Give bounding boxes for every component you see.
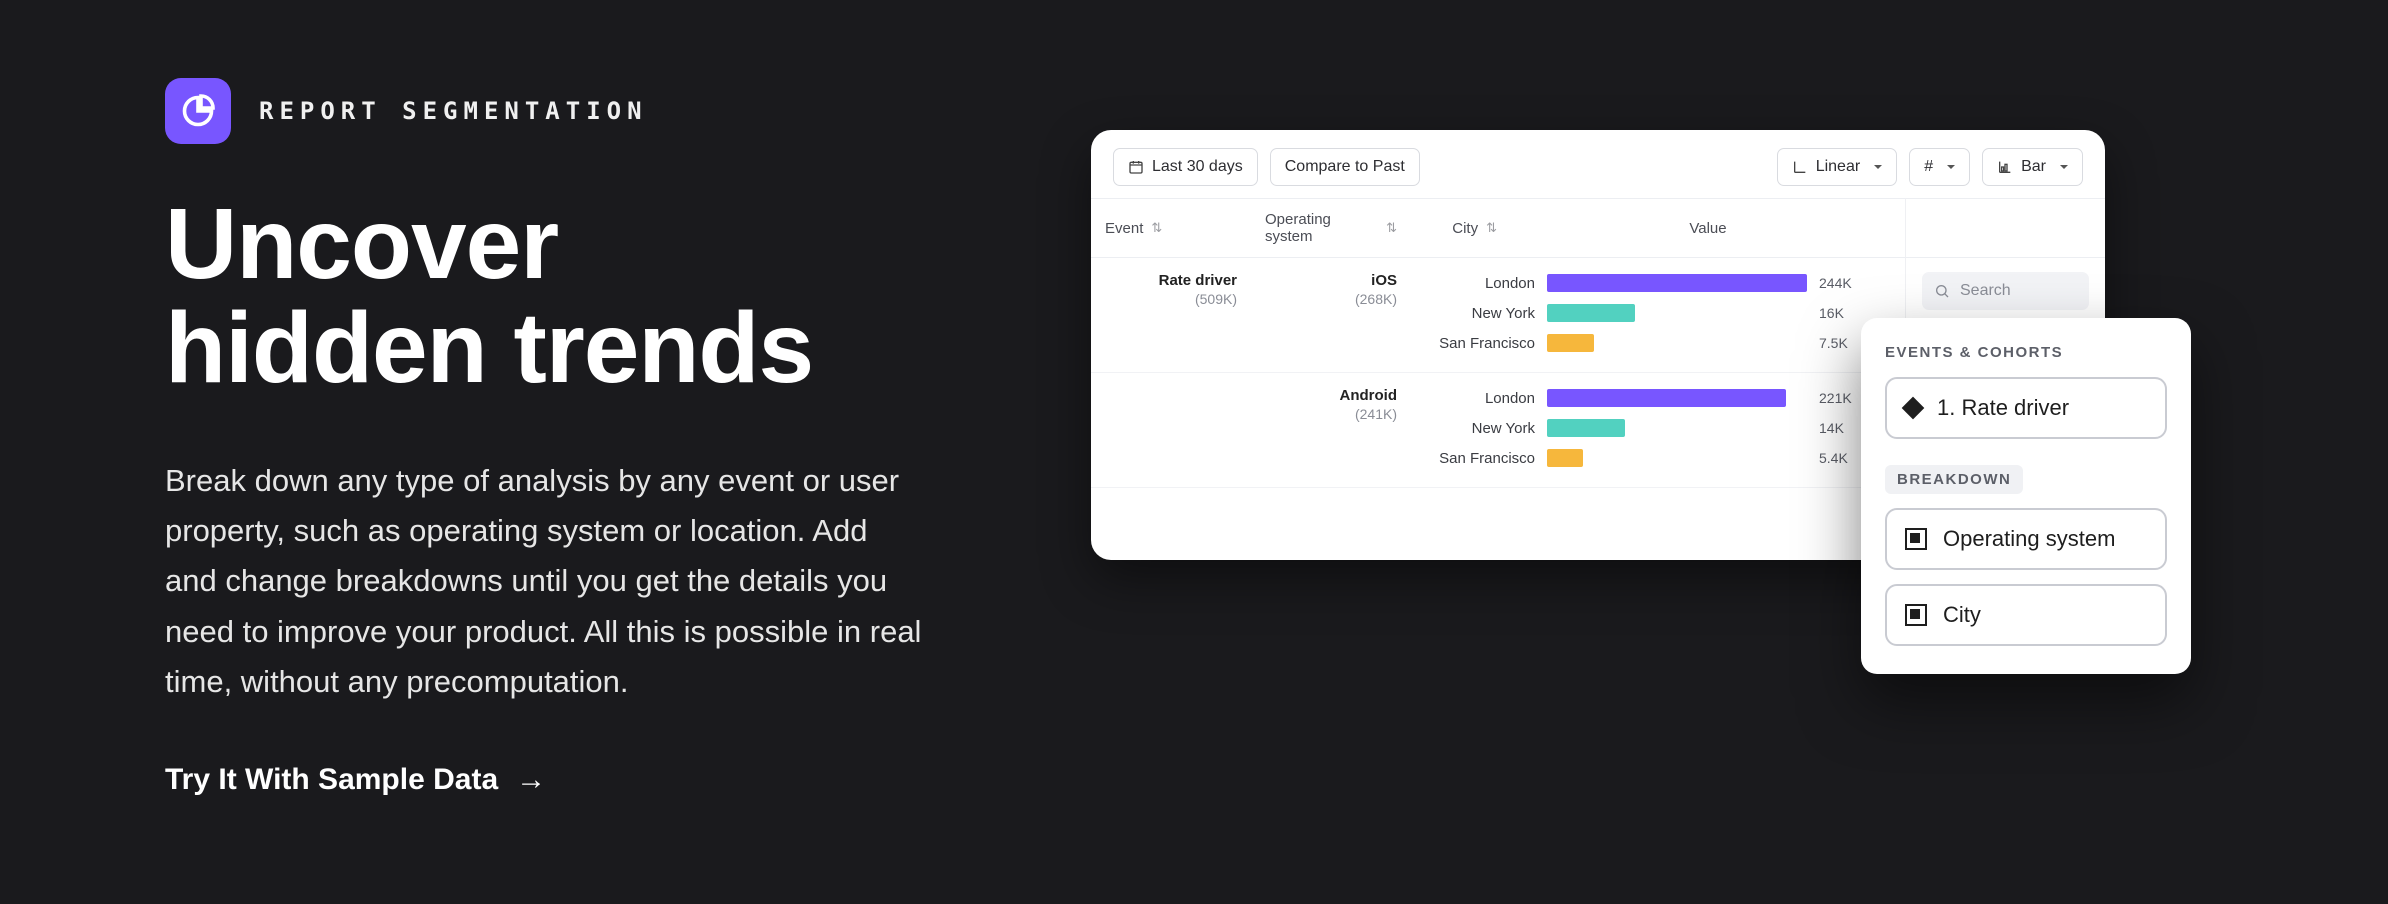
query-builder-panel: EVENTS & COHORTS 1. Rate driver BREAKDOW…	[1861, 318, 2191, 674]
chart-type-select[interactable]: Bar	[1982, 148, 2083, 186]
value-bar	[1547, 274, 1807, 292]
search-input[interactable]: Search	[1922, 272, 2089, 310]
property-icon	[1905, 604, 1927, 626]
scale-select[interactable]: Linear	[1777, 148, 1897, 186]
sort-icon: ⇅	[1386, 220, 1397, 236]
city-label: San Francisco	[1425, 335, 1535, 352]
try-sample-data-link[interactable]: Try It With Sample Data →	[165, 763, 546, 797]
arrow-right-icon: →	[516, 763, 546, 797]
event-icon	[1902, 397, 1925, 420]
col-header-city[interactable]: City ⇅	[1411, 198, 1511, 258]
bar-value: 14K	[1819, 420, 1844, 436]
chart-type-label: Bar	[2021, 158, 2046, 176]
event-chip-rate-driver[interactable]: 1. Rate driver	[1885, 377, 2167, 439]
sort-icon: ⇅	[1486, 220, 1497, 236]
bar-row: San Francisco 7.5K	[1425, 328, 1891, 358]
date-range-button[interactable]: Last 30 days	[1113, 148, 1258, 186]
hash-icon: #	[1924, 158, 1933, 176]
calendar-icon	[1128, 159, 1144, 175]
event-cell	[1091, 373, 1251, 488]
event-chip-label: 1. Rate driver	[1937, 395, 2069, 421]
body-copy: Break down any type of analysis by any e…	[165, 456, 925, 707]
value-bar	[1547, 449, 1583, 467]
breakdown-chip-city[interactable]: City	[1885, 584, 2167, 646]
property-icon	[1905, 528, 1927, 550]
city-label: London	[1425, 275, 1535, 292]
os-cell: Android(241K)	[1251, 373, 1411, 488]
value-bar	[1547, 419, 1625, 437]
scale-icon	[1792, 159, 1808, 175]
city-label: London	[1425, 390, 1535, 407]
value-bar	[1547, 389, 1786, 407]
bar-value: 221K	[1819, 390, 1852, 406]
col-header-event[interactable]: Event ⇅	[1091, 198, 1251, 258]
bar-row: London 221K	[1425, 383, 1891, 413]
headline-line-2: hidden trends	[165, 292, 813, 404]
bars-cell: London 221K New York 14K San Francisco 5.4K	[1411, 373, 1905, 488]
bar-value: 5.4K	[1819, 450, 1848, 466]
sort-icon: ⇅	[1151, 220, 1162, 236]
os-cell: iOS(268K)	[1251, 258, 1411, 373]
cta-label: Try It With Sample Data	[165, 763, 498, 797]
toolbar: Last 30 days Compare to Past Linear # Ba…	[1091, 130, 2105, 198]
value-bar	[1547, 334, 1594, 352]
event-cell: Rate driver(509K)	[1091, 258, 1251, 373]
col-header-value: Value	[1511, 198, 1905, 258]
city-label: San Francisco	[1425, 450, 1535, 467]
breakdown-chip-os[interactable]: Operating system	[1885, 508, 2167, 570]
bars-cell: London 244K New York 16K San Francisco 7.5K	[1411, 258, 1905, 373]
breakdown-chip-label: City	[1943, 602, 1981, 628]
bar-row: New York 14K	[1425, 413, 1891, 443]
bar-row: London 244K	[1425, 268, 1891, 298]
bar-value: 244K	[1819, 275, 1852, 291]
search-icon	[1934, 283, 1950, 299]
compare-label: Compare to Past	[1285, 158, 1405, 176]
bar-value: 7.5K	[1819, 335, 1848, 351]
scale-label: Linear	[1816, 158, 1860, 176]
segmentation-icon	[165, 78, 231, 144]
format-select[interactable]: #	[1909, 148, 1970, 186]
city-label: New York	[1425, 420, 1535, 437]
bar-chart-icon	[1997, 159, 2013, 175]
eyebrow-label: REPORT SEGMENTATION	[259, 97, 648, 125]
bar-row: New York 16K	[1425, 298, 1891, 328]
compare-to-past-button[interactable]: Compare to Past	[1270, 148, 1420, 186]
panel-section-breakdown: BREAKDOWN	[1885, 465, 2023, 494]
date-range-label: Last 30 days	[1152, 158, 1243, 176]
headline-line-1: Uncover	[165, 188, 558, 300]
breakdown-chip-label: Operating system	[1943, 526, 2115, 552]
bar-value: 16K	[1819, 305, 1844, 321]
col-header-os[interactable]: Operating system ⇅	[1251, 198, 1411, 258]
bar-row: San Francisco 5.4K	[1425, 443, 1891, 473]
panel-section-events: EVENTS & COHORTS	[1885, 344, 2167, 361]
city-label: New York	[1425, 305, 1535, 322]
col-header-filter	[1905, 198, 2105, 258]
value-bar	[1547, 304, 1635, 322]
headline: Uncover hidden trends	[165, 192, 945, 400]
search-placeholder: Search	[1960, 282, 2011, 300]
